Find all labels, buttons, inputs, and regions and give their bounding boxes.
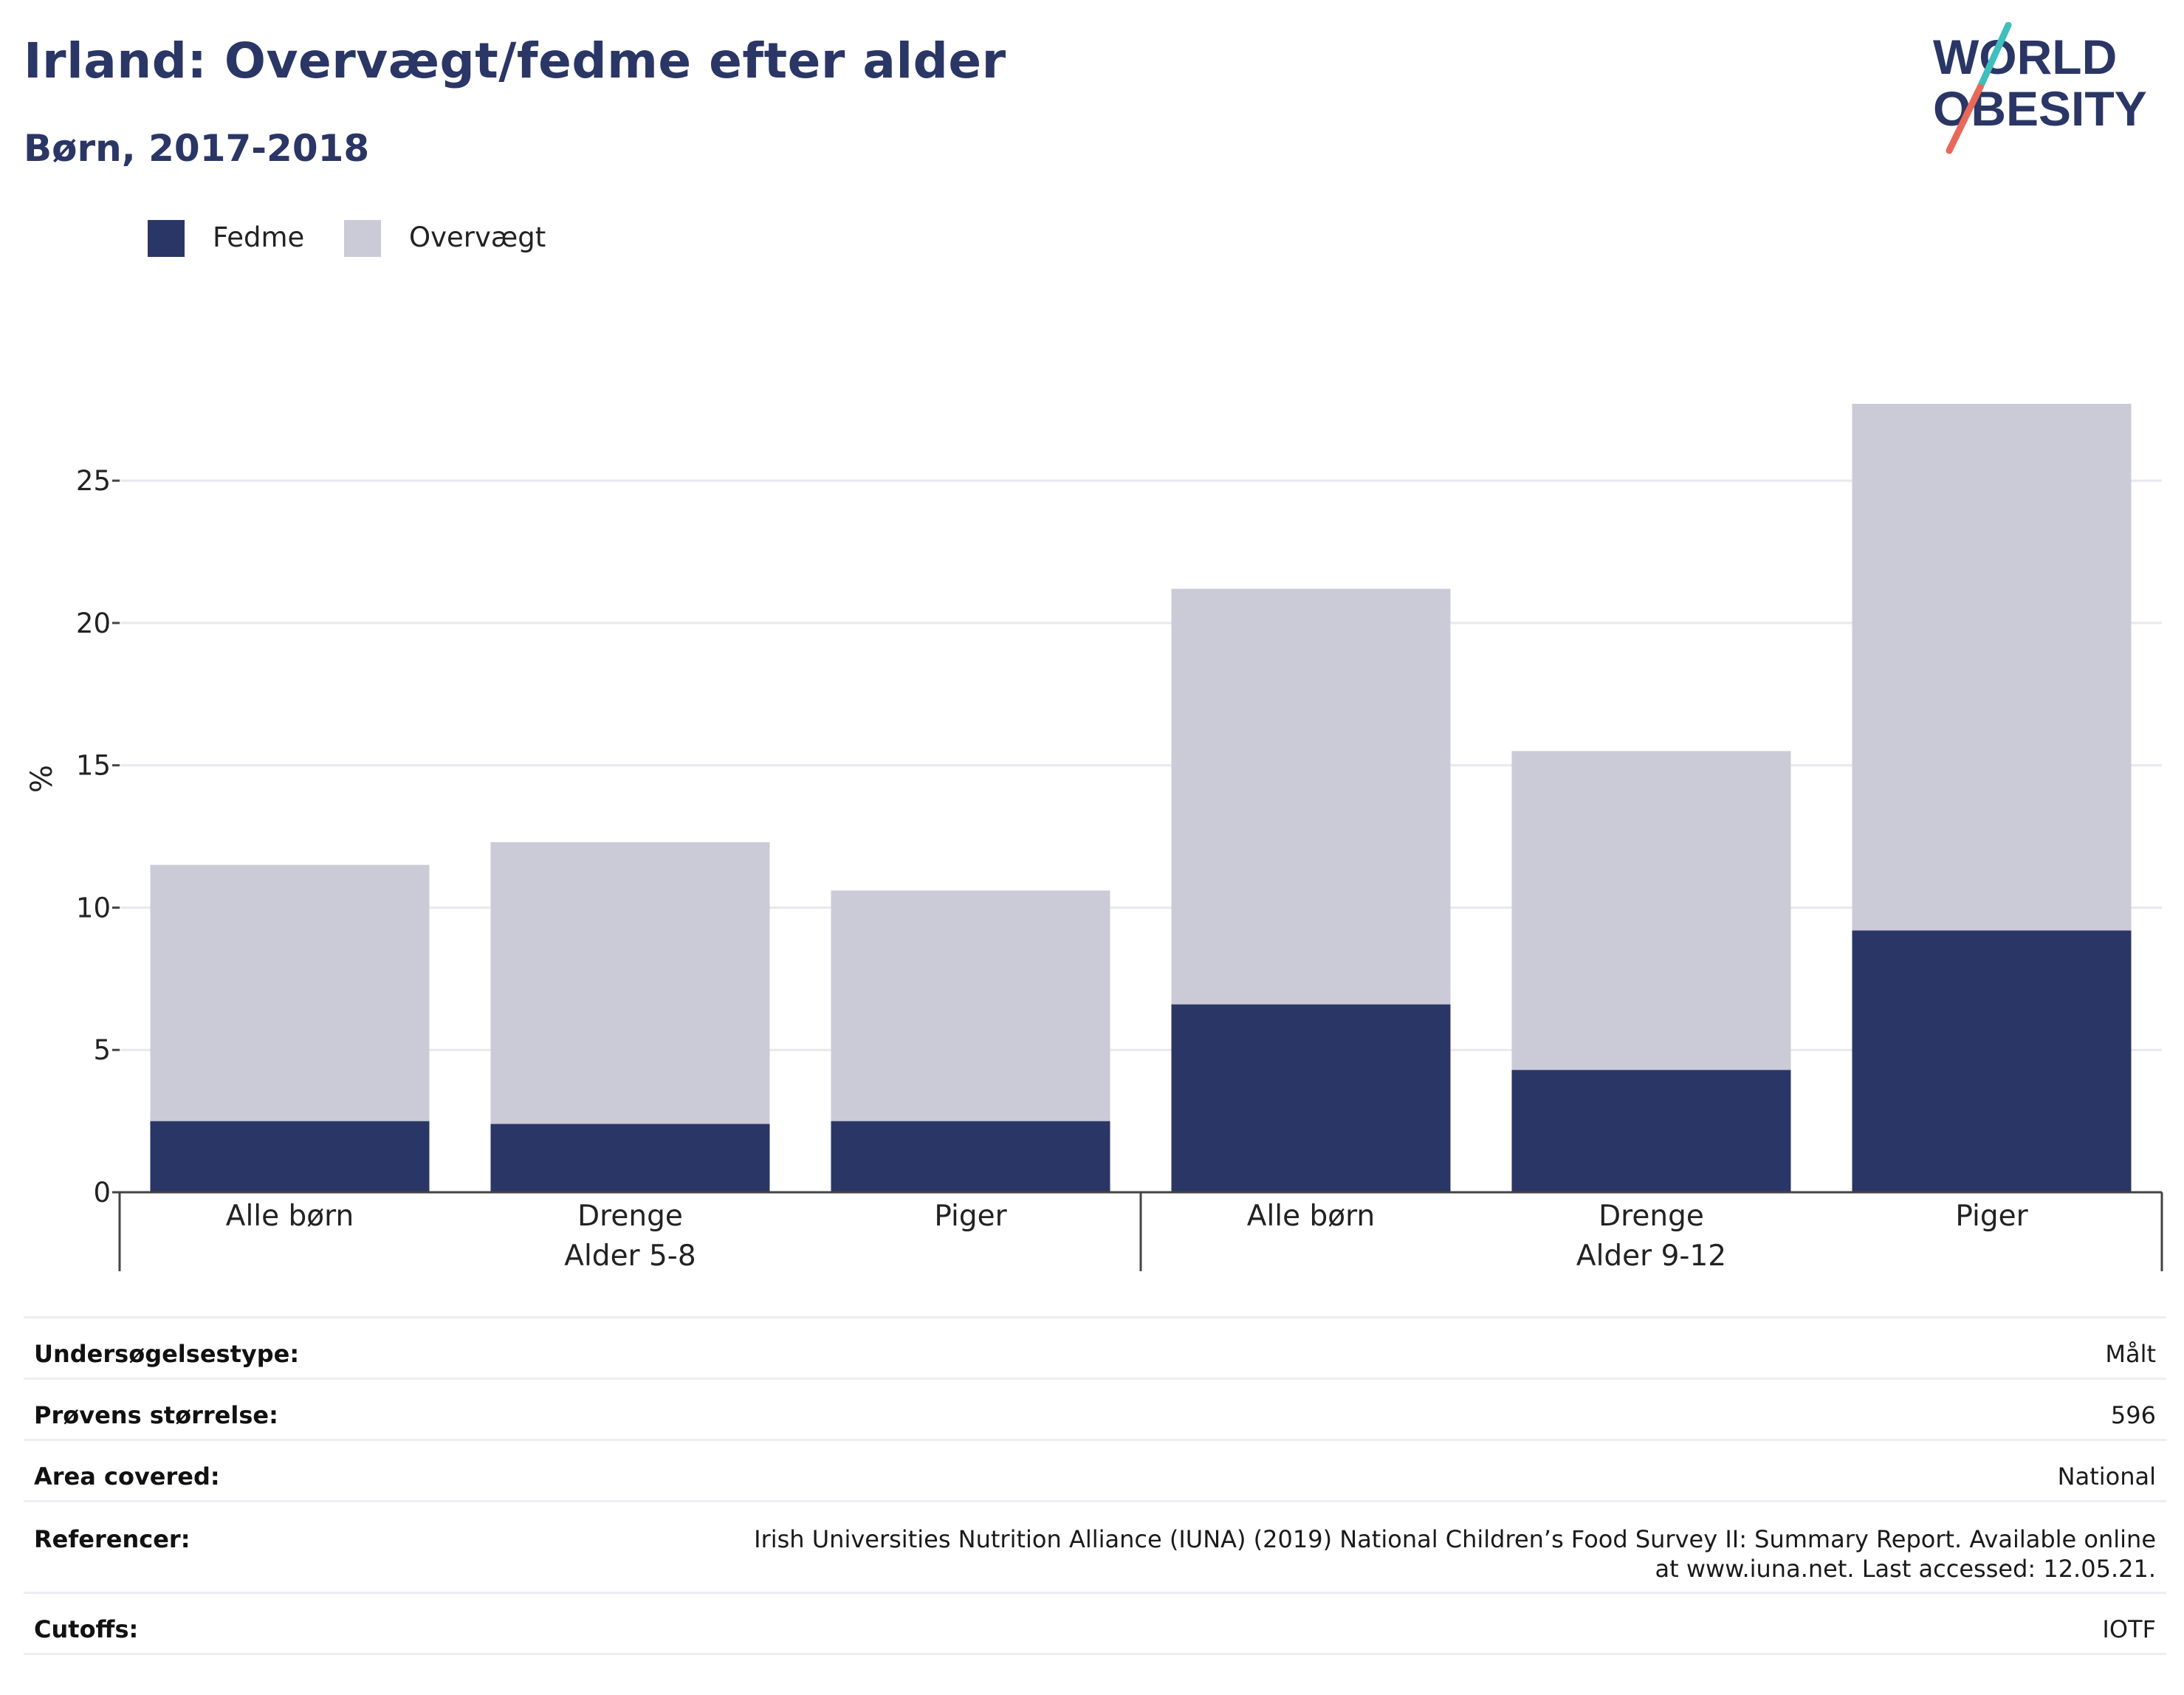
- y-tick-label: 15: [76, 750, 111, 782]
- x-group-label: Alder 9-12: [1576, 1240, 1726, 1273]
- meta-value: IOTF: [2102, 1615, 2156, 1643]
- bar-fedme: [831, 1121, 1110, 1192]
- meta-key: Cutoffs:: [34, 1615, 139, 1643]
- y-tick-label: 10: [76, 892, 111, 924]
- bar-fedme: [1852, 930, 2132, 1192]
- x-tick-label: Piger: [934, 1200, 1007, 1233]
- meta-row-sample-size: Prøvens størrelse: 596: [24, 1378, 2166, 1439]
- x-tick-label: Alle børn: [226, 1200, 354, 1233]
- logo-line1: WORLD: [1933, 30, 2117, 84]
- meta-row-survey-type: Undersøgelsestype: Målt: [24, 1316, 2166, 1378]
- bar-overvaegt: [1852, 404, 2132, 931]
- meta-value: Målt: [2105, 1340, 2156, 1368]
- meta-row-cutoffs: Cutoffs: IOTF: [24, 1592, 2166, 1653]
- logo-accent-coral: [1946, 83, 1984, 154]
- y-tick-label: 5: [93, 1034, 111, 1066]
- y-tick-label: 0: [93, 1177, 111, 1208]
- bar-overvaegt: [150, 864, 430, 1121]
- y-tick-label: 25: [76, 465, 111, 497]
- bar-overvaegt: [1511, 751, 1791, 1070]
- bar-fedme: [1511, 1070, 1791, 1192]
- legend-swatch-overvaegt: [344, 220, 381, 257]
- x-tick-label: Piger: [1955, 1200, 2028, 1233]
- metadata-table: Undersøgelsestype: Målt Prøvens størrels…: [24, 1316, 2166, 1655]
- meta-value: National: [2057, 1462, 2156, 1491]
- y-tick-label: 20: [76, 608, 111, 639]
- x-tick-label: Alle børn: [1247, 1200, 1375, 1233]
- y-axis-label: %: [25, 765, 59, 793]
- meta-row-area-covered: Area covered: National: [24, 1439, 2166, 1500]
- bar-overvaegt: [831, 890, 1110, 1121]
- x-tick-label: Drenge: [577, 1200, 683, 1233]
- meta-key: Undersøgelsestype:: [34, 1340, 300, 1368]
- meta-row-references: Referencer: Irish Universities Nutrition…: [24, 1500, 2166, 1592]
- bar-overvaegt: [490, 842, 770, 1124]
- legend-label-overvaegt: Overvægt: [409, 221, 546, 253]
- x-group-label: Alder 5-8: [564, 1240, 696, 1273]
- chart-title: Irland: Overvægt/fedme efter alder: [24, 32, 1006, 89]
- meta-key: Referencer:: [34, 1525, 190, 1553]
- world-obesity-logo: WORLD OBESITY: [1933, 22, 2147, 154]
- bar-fedme: [490, 1124, 770, 1192]
- bar-fedme: [1171, 1004, 1451, 1192]
- stacked-bar-chart: 0 5 10 15 20 25% Alle børn Drenge Piger Alle børn…: [25, 404, 2163, 1273]
- meta-key: Prøvens størrelse:: [34, 1401, 278, 1429]
- chart-subtitle: Børn, 2017-2018: [24, 127, 370, 170]
- logo-accent-teal: [1977, 22, 2012, 91]
- meta-value: Irish Universities Nutrition Alliance (I…: [754, 1525, 2156, 1583]
- x-tick-label: Drenge: [1598, 1200, 1704, 1233]
- bar-overvaegt: [1171, 588, 1451, 1005]
- legend-label-fedme: Fedme: [213, 221, 305, 253]
- meta-key: Area covered:: [34, 1462, 220, 1491]
- legend-swatch-fedme: [148, 220, 185, 257]
- meta-bottom-border: [24, 1653, 2166, 1655]
- meta-value: 596: [2110, 1401, 2156, 1429]
- bar-fedme: [150, 1121, 430, 1192]
